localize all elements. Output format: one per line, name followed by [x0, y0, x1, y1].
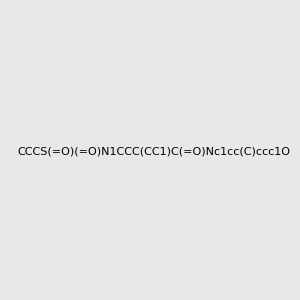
- Text: CCCS(=O)(=O)N1CCC(CC1)C(=O)Nc1cc(C)ccc1O: CCCS(=O)(=O)N1CCC(CC1)C(=O)Nc1cc(C)ccc1O: [17, 146, 290, 157]
